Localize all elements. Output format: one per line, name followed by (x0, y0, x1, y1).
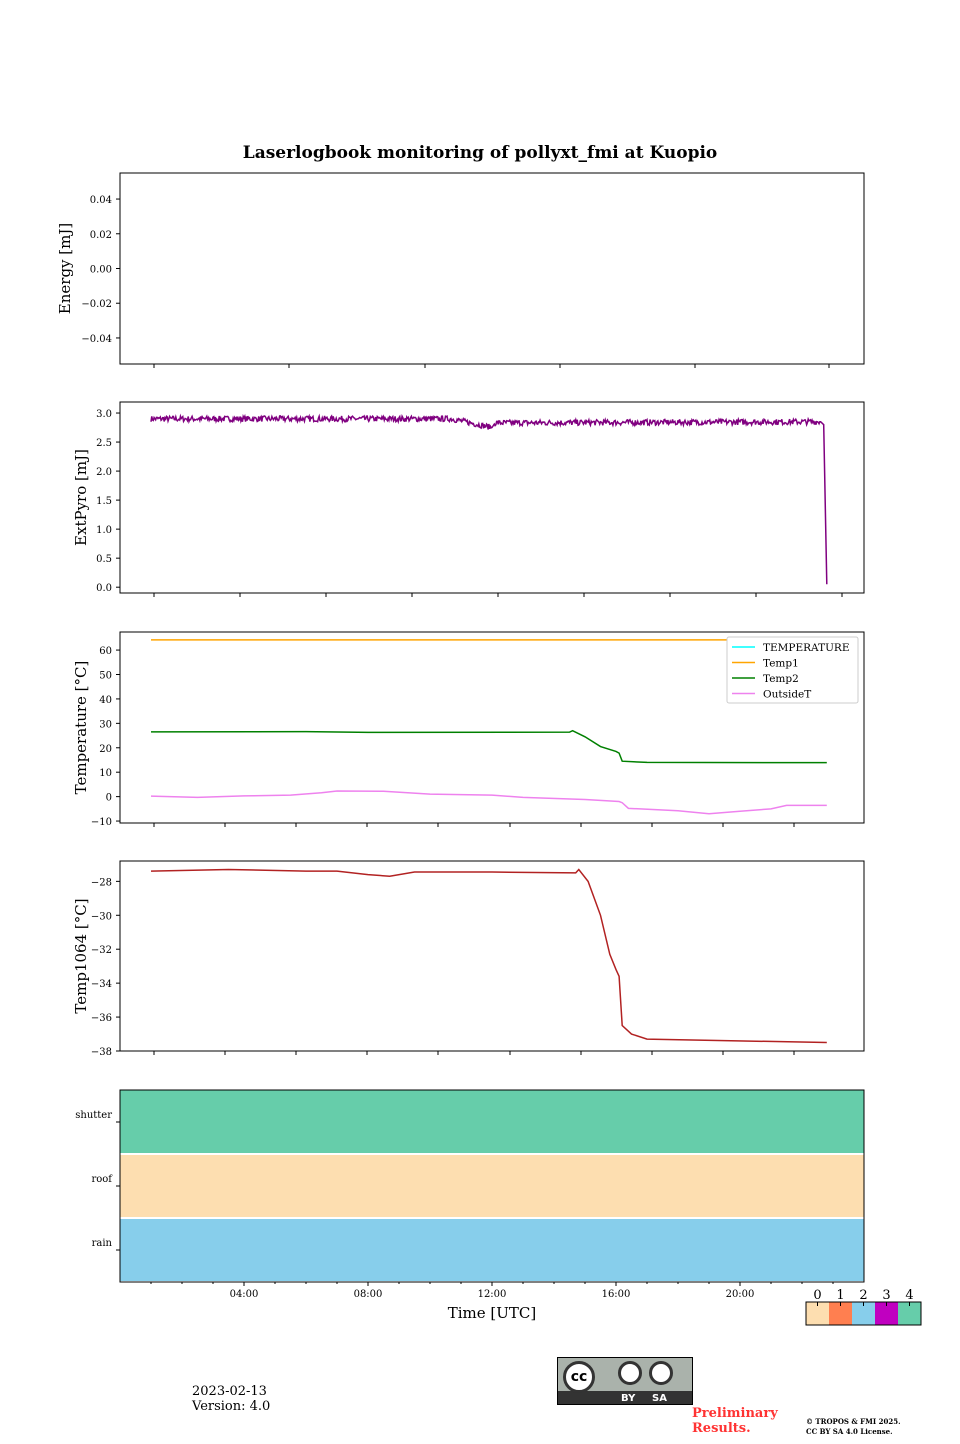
cc-license-logo: cc BY SA (557, 1357, 693, 1405)
y-tick-label: −28 (91, 877, 112, 888)
copyright: © TROPOS & FMI 2025. CC BY SA 4.0 Licens… (806, 1417, 901, 1437)
legend (726, 636, 859, 704)
colorbar-cell-1 (829, 1302, 852, 1325)
y-tick-label: rain (92, 1238, 113, 1249)
y-axis-label: Temperature [°C] (72, 661, 90, 795)
colorbar-label: 0 (813, 1288, 821, 1303)
legend-label: Temp1 (763, 658, 799, 670)
series-extpyro (150, 413, 828, 585)
panel-3: 60 50 40 30 20 10 0 −10 Temperature [°C] TEMPERAT… (72, 631, 865, 828)
axes-frame (119, 631, 865, 824)
version-label: Version: 4.0 (192, 1399, 271, 1414)
x-axis-label: Time [UTC] (448, 1304, 537, 1322)
y-tick-label: roof (91, 1174, 113, 1185)
colorbar-label: 2 (859, 1288, 867, 1303)
y-tick-label: −10 (91, 817, 112, 828)
series-outsidet (150, 790, 827, 815)
y-tick-label: 1.5 (96, 496, 112, 507)
panel-4: −28 −30 −32 −34 −36 −38 Temp1064 [°C] (72, 860, 865, 1058)
status-band-shutter (120, 1090, 864, 1153)
status-band-roof (120, 1155, 864, 1217)
license-text: CC BY SA 4.0 License. (806, 1427, 893, 1436)
y-tick-label: −0.02 (81, 299, 112, 310)
y-tick-label: 0.00 (90, 265, 112, 276)
y-tick-label: 0 (106, 793, 112, 804)
cc-sa-label: SA (652, 1393, 667, 1404)
y-tick-label: 3.0 (96, 409, 112, 420)
axes-frame (119, 401, 865, 594)
y-tick-label: 1.0 (96, 525, 112, 536)
footer-info: 2023-02-13 Version: 4.0 (192, 1384, 270, 1414)
status-band-rain (120, 1219, 864, 1281)
y-tick-label: 2.5 (96, 438, 112, 449)
copyright-text: © TROPOS & FMI 2025. (806, 1417, 901, 1426)
colorbar-label: 4 (905, 1288, 913, 1303)
sa-icon (649, 1361, 673, 1385)
y-tick-label: 0.0 (96, 583, 112, 594)
colorbar-cell-2 (852, 1302, 875, 1325)
y-tick-label: −34 (91, 979, 112, 990)
axes-frame (119, 1089, 865, 1283)
y-tick-label: shutter (75, 1110, 112, 1121)
panel-5: shutter roof rain 04:00 08:00 12:00 16:00 20:00… (75, 1089, 922, 1326)
x-tick-label: 08:00 (354, 1289, 383, 1300)
series-temp1064 (150, 868, 827, 1044)
x-tick-label: 12:00 (478, 1289, 507, 1300)
legend-label: OutsideT (763, 689, 811, 701)
y-tick-label: −36 (91, 1013, 112, 1024)
colorbar-frame (805, 1301, 922, 1326)
y-tick-label: 30 (99, 719, 112, 730)
cc-icon: cc (563, 1361, 595, 1393)
colorbar-cell-4 (898, 1302, 921, 1325)
panel-1: 0.04 0.02 0.00 −0.02 −0.04 Energy [mJ] (56, 172, 865, 368)
colorbar-cell-0 (806, 1302, 829, 1325)
legend-label: TEMPERATURE (763, 642, 850, 654)
y-axis-label: Energy [mJ] (56, 223, 74, 314)
y-axis-label: ExtPyro [mJ] (72, 449, 90, 546)
axes-frame (119, 860, 865, 1052)
by-icon (618, 1361, 642, 1385)
y-axis-label: Temp1064 [°C] (72, 898, 90, 1013)
y-tick-label: 60 (99, 646, 112, 657)
y-tick-label: 10 (99, 768, 112, 779)
x-tick-label: 04:00 (230, 1289, 259, 1300)
y-tick-label: 50 (99, 670, 112, 681)
preliminary-results: Preliminary Results. (692, 1406, 778, 1436)
panel-2: 3.0 2.5 2.0 1.5 1.0 0.5 0.0 ExtPyro [mJ] (72, 401, 865, 597)
y-tick-label: −0.04 (81, 334, 112, 345)
y-tick-label: 0.5 (96, 554, 112, 565)
chart-title: Laserlogbook monitoring of pollyxt_fmi a… (243, 143, 718, 163)
y-tick-label: −30 (91, 911, 112, 922)
x-tick-label: 16:00 (602, 1289, 631, 1300)
colorbar-label: 3 (882, 1288, 890, 1303)
colorbar-label: 1 (836, 1288, 844, 1303)
y-tick-label: −38 (91, 1047, 112, 1058)
series-temp2 (150, 729, 827, 764)
cc-by-label: BY (621, 1393, 636, 1404)
x-tick-label: 20:00 (726, 1289, 755, 1300)
y-tick-label: 40 (99, 695, 112, 706)
y-tick-label: 0.02 (90, 230, 112, 241)
y-tick-label: 0.04 (90, 195, 112, 206)
colorbar-cell-3 (875, 1302, 898, 1325)
axes-frame (119, 172, 865, 365)
legend-label: Temp2 (763, 673, 799, 685)
y-tick-label: 2.0 (96, 467, 112, 478)
date-label: 2023-02-13 (192, 1384, 267, 1399)
y-tick-label: 20 (99, 744, 112, 755)
y-tick-label: −32 (91, 945, 112, 956)
